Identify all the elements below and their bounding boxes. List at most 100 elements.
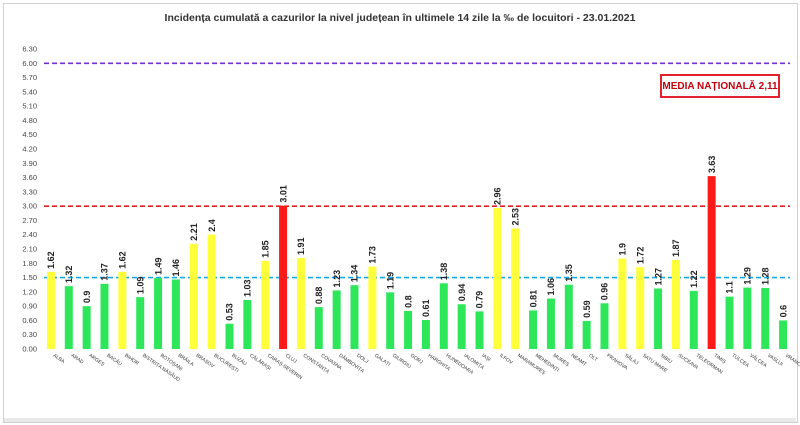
y-tick-label: 0.30 (22, 330, 37, 339)
bar (46, 271, 55, 349)
bar (725, 296, 734, 349)
value-label: 1.06 (546, 278, 556, 296)
category-label: ARGEȘ (87, 353, 105, 368)
bar (582, 320, 591, 349)
value-label: 1.23 (332, 270, 342, 288)
bar (671, 259, 680, 349)
value-label: 1.49 (153, 258, 163, 276)
reference-lines (44, 62, 790, 279)
y-axis: 0.00 0.30 0.60 0.90 1.20 1.50 1.80 2.10 2.40 2.70… (22, 45, 37, 354)
y-tick-label: 2.40 (22, 230, 37, 239)
category-label: VRANCEA (784, 353, 800, 372)
bar (350, 285, 359, 349)
value-labels: 1.62 1.32 0.9 1.37 1.62 1.09 1.49 1.46 2.21 2.4 0.… (46, 156, 788, 321)
value-label: 0.59 (582, 300, 592, 318)
bar (189, 243, 198, 349)
category-label: VASLUI (766, 353, 784, 368)
value-label: 0.9 (82, 291, 92, 304)
value-label: 0.8 (403, 295, 413, 308)
bar (82, 306, 91, 349)
category-label: BRAȘOV (195, 353, 216, 370)
value-label: 1.62 (46, 251, 56, 269)
bar (332, 290, 341, 349)
value-label: 1.32 (64, 266, 74, 284)
bar (546, 298, 555, 349)
category-label: ARAD (70, 353, 85, 366)
value-label: 1.37 (100, 263, 110, 281)
category-label: TULCEA (730, 353, 750, 370)
y-tick-label: 3.60 (22, 173, 37, 182)
y-tick-label: 1.80 (22, 259, 37, 268)
bar (296, 258, 305, 349)
bar (475, 311, 484, 349)
bar (439, 283, 448, 349)
y-tick-label: 4.50 (22, 130, 37, 139)
y-tick-label: 5.70 (22, 73, 37, 82)
bar (564, 284, 573, 349)
category-label: NEAMȚ (570, 353, 588, 368)
bar (154, 278, 163, 349)
bar (243, 299, 252, 349)
value-label: 2.53 (510, 208, 520, 226)
y-tick-label: 4.20 (22, 145, 37, 154)
value-label: 0.61 (421, 299, 431, 317)
category-label: VÂLCEA (748, 352, 769, 369)
value-label: 0.96 (600, 283, 610, 301)
bar (207, 234, 216, 349)
y-tick-label: 6.00 (22, 59, 37, 68)
value-label: 3.01 (278, 185, 288, 203)
value-label: 1.09 (135, 277, 145, 295)
bar (118, 271, 127, 349)
y-tick-label: 2.10 (22, 245, 37, 254)
bar (511, 228, 520, 349)
value-label: 1.46 (171, 259, 181, 277)
value-label: 2.4 (207, 219, 217, 232)
y-tick-label: 3.30 (22, 187, 37, 196)
bar (314, 307, 323, 349)
bar (618, 258, 627, 349)
value-label: 1.85 (260, 240, 270, 258)
bar (261, 260, 270, 349)
y-tick-label: 6.30 (22, 45, 37, 54)
value-label: 1.91 (296, 238, 306, 256)
bar (421, 319, 430, 349)
bar (689, 290, 698, 349)
category-label: GIURGIU (391, 353, 412, 370)
y-tick-label: 1.20 (22, 287, 37, 296)
bar (529, 310, 538, 349)
y-tick-label: 5.10 (22, 102, 37, 111)
value-label: 1.87 (671, 239, 681, 257)
bar (779, 320, 788, 349)
category-label: OLT (587, 353, 598, 363)
bar (493, 208, 502, 349)
value-label: 1.38 (439, 263, 449, 281)
bar (600, 303, 609, 349)
bar (636, 267, 645, 349)
value-label: 1.35 (564, 264, 574, 282)
category-label: ALBA (52, 353, 66, 366)
y-tick-label: 0.00 (22, 345, 37, 354)
value-label: 1.29 (743, 267, 753, 285)
bar (404, 310, 413, 349)
category-label: IAȘI (480, 353, 491, 363)
category-labels: ALBA ARAD ARGEȘ BACĂU BIHOR BISTRIȚA NĂSĂUDBO… (52, 352, 800, 383)
bar (457, 304, 466, 349)
horizontal-scrollbar[interactable] (4, 418, 796, 422)
category-label: GALAȚI (373, 353, 391, 368)
value-label: 1.1 (725, 281, 735, 294)
value-label: 1.72 (635, 247, 645, 265)
y-tick-label: 4.80 (22, 116, 37, 125)
value-label: 2.21 (189, 223, 199, 241)
value-label: 1.28 (760, 268, 770, 286)
value-label: 1.27 (653, 268, 663, 286)
bar (225, 323, 234, 349)
value-label: 1.34 (350, 265, 360, 283)
value-label: 0.94 (457, 284, 467, 302)
y-tick-label: 0.60 (22, 316, 37, 325)
national-average-box: MEDIA NAȚIONALĂ 2,11 (660, 74, 780, 98)
value-label: 1.22 (689, 270, 699, 288)
y-tick-label: 3.90 (22, 159, 37, 168)
value-label: 0.88 (314, 287, 324, 305)
bar (279, 205, 288, 349)
